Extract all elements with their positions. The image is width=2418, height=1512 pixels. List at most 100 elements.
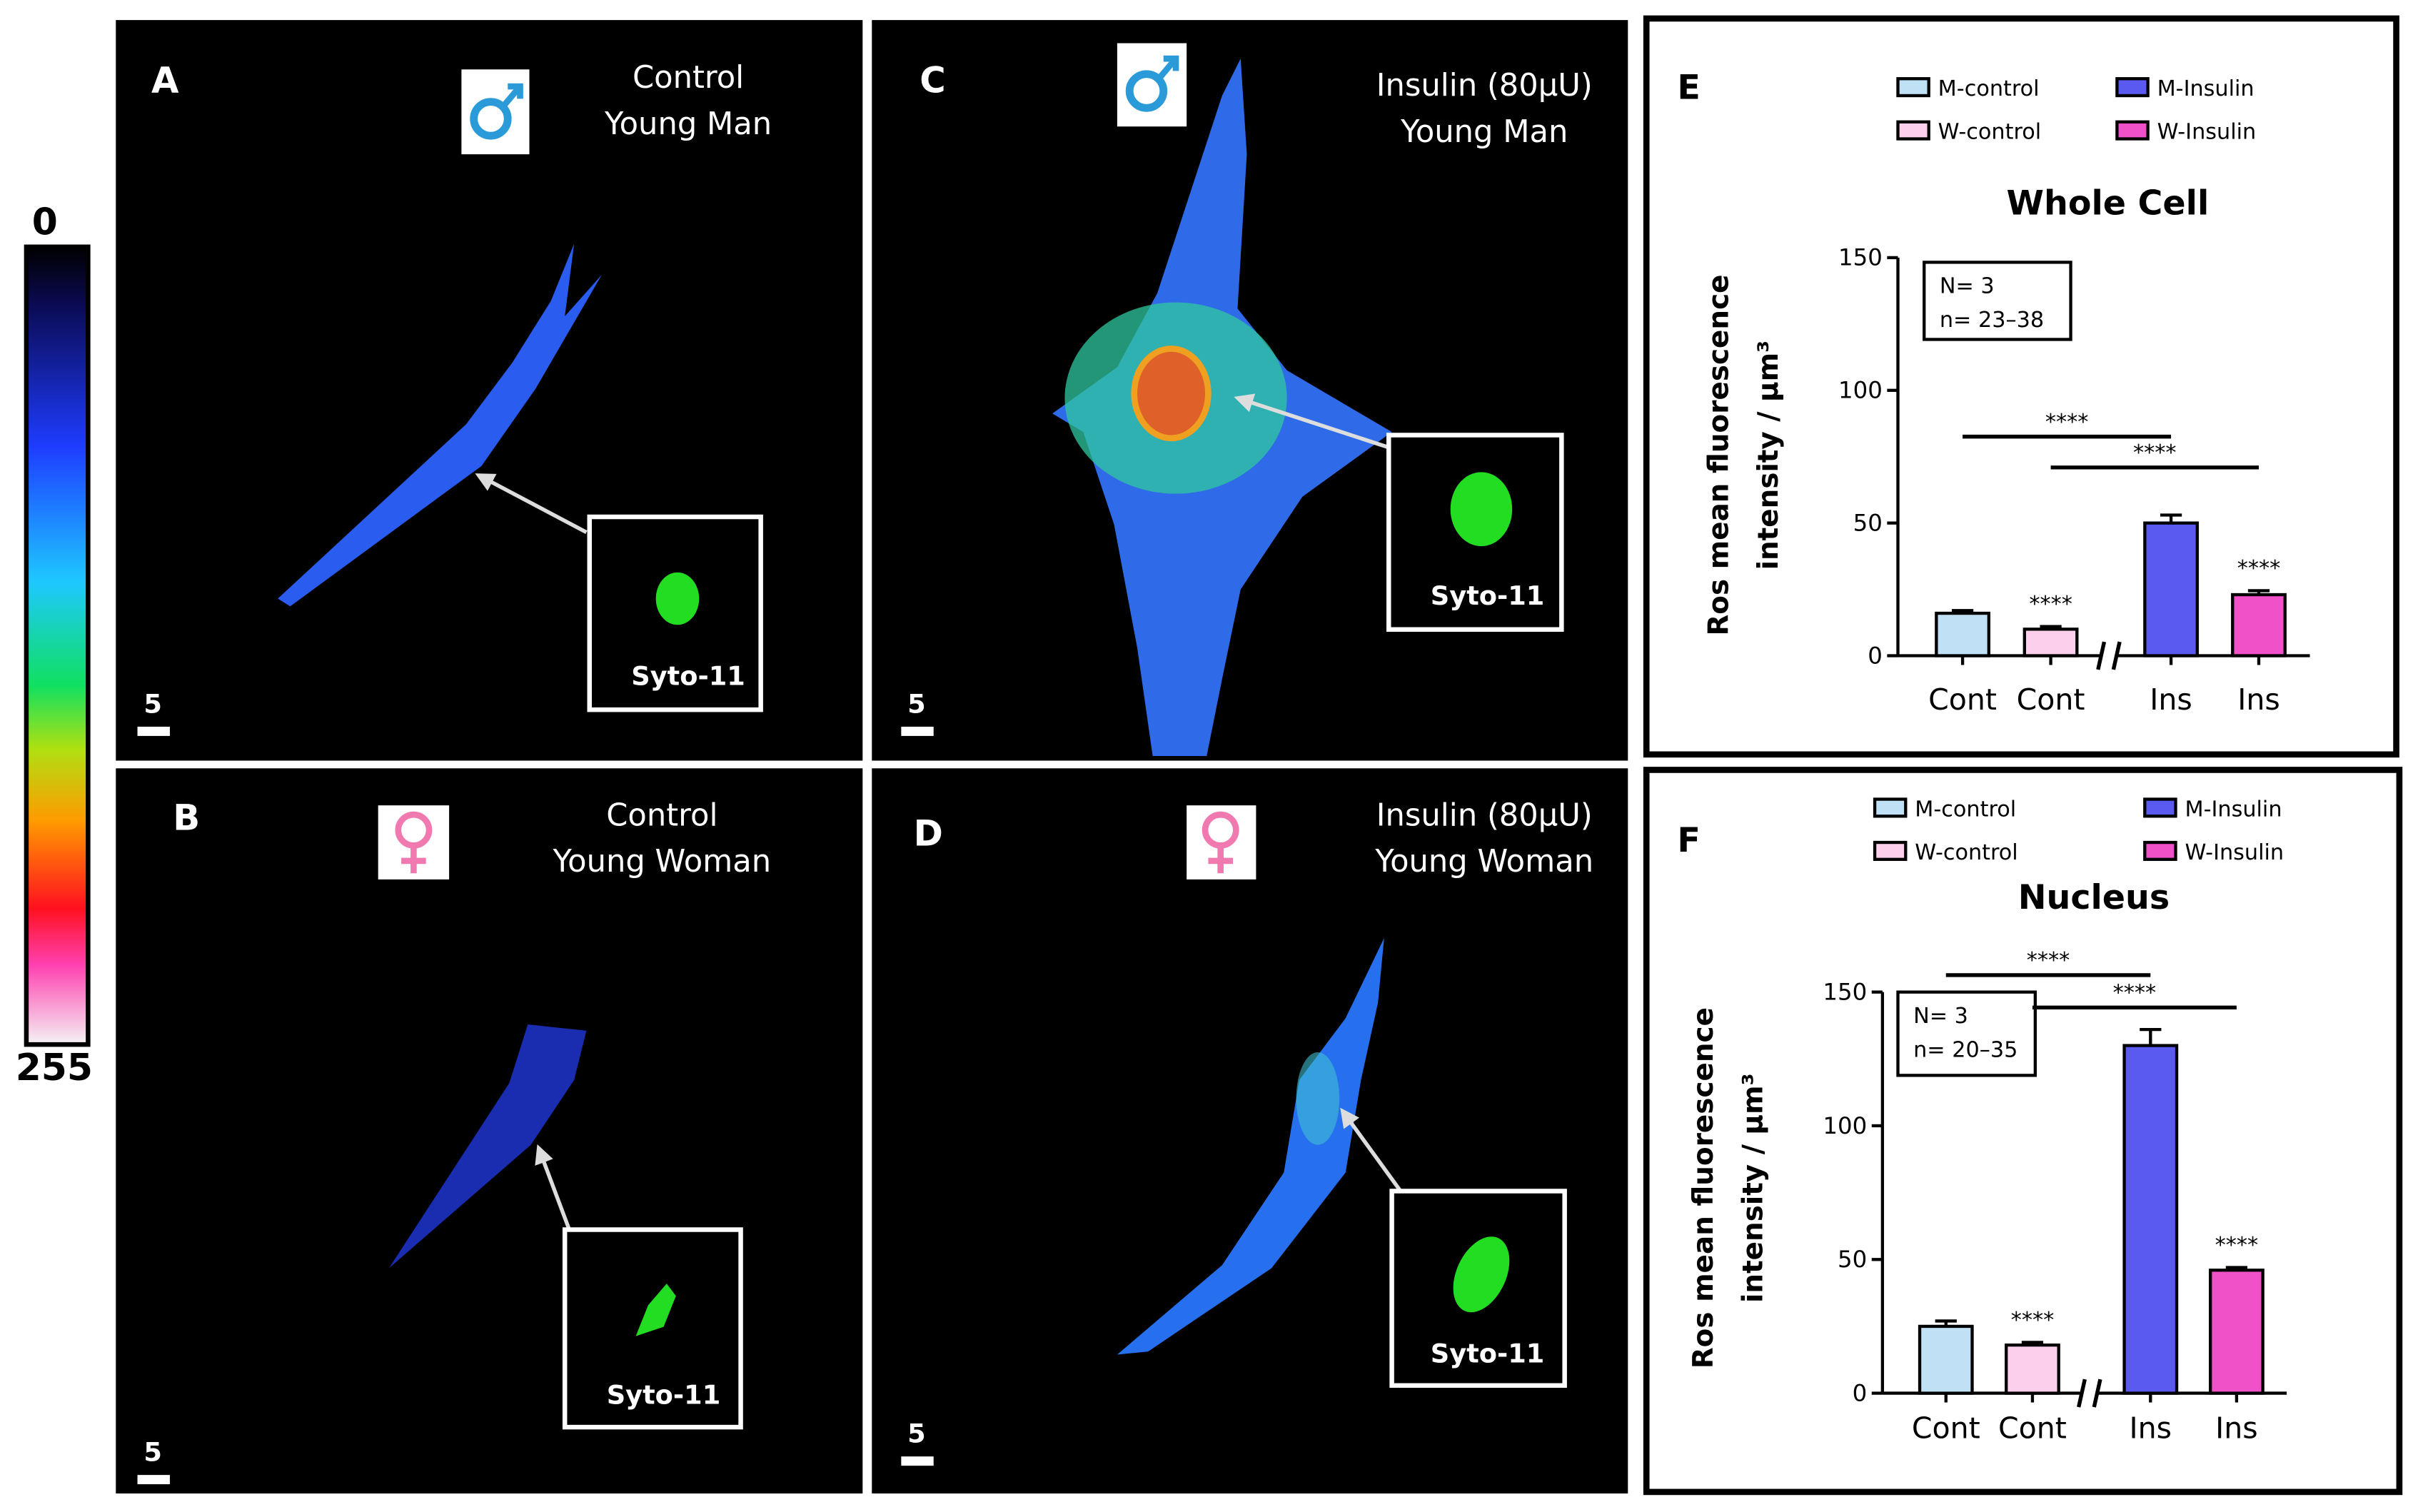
x-tick-label: Ins bbox=[2215, 1411, 2258, 1445]
y-axis-label: Ros mean fluorescence bbox=[1688, 1007, 1720, 1369]
colorbar-min: 0 bbox=[32, 201, 58, 244]
x-tick-label: Ins bbox=[2130, 1411, 2172, 1445]
y-tick-label: 150 bbox=[1838, 244, 1883, 271]
bar bbox=[2022, 628, 2079, 657]
panel-title: Insulin (80µU) bbox=[1376, 797, 1593, 833]
bar bbox=[2005, 1343, 2060, 1395]
panel-title: Insulin (80µU) bbox=[1376, 68, 1593, 104]
panel-title: Control bbox=[633, 60, 744, 96]
y-axis-label: intensity / µm³ bbox=[1753, 341, 1785, 570]
panel-a: A Control Young Man Syto-11 5 bbox=[116, 20, 863, 761]
panel-title: Control bbox=[606, 797, 717, 833]
panel-title: Young Man bbox=[1400, 114, 1568, 150]
legend-label: W-control bbox=[1938, 120, 2041, 145]
inset-label: Syto-11 bbox=[1431, 1338, 1545, 1369]
nucleus bbox=[1131, 346, 1211, 442]
comparison-label: **** bbox=[2133, 440, 2177, 465]
axis-break bbox=[2096, 641, 2122, 670]
colorbar-max: 255 bbox=[16, 1047, 93, 1089]
male-symbol bbox=[1156, 55, 1179, 81]
comparison-label: **** bbox=[2027, 948, 2070, 973]
y-tick-label: 100 bbox=[1823, 1112, 1867, 1139]
legend-swatch bbox=[1873, 840, 1908, 861]
y-tick-label: 50 bbox=[1838, 1246, 1867, 1273]
panel-c: C Insulin (80µU) Young Man Syto-11 5 bbox=[872, 20, 1628, 761]
legend-swatch bbox=[2115, 120, 2150, 141]
panel-d: D Insulin (80µU) Young Woman Syto-11 5 bbox=[872, 768, 1628, 1494]
panel-title: Young Woman bbox=[553, 844, 772, 880]
scale-label: 5 bbox=[907, 1418, 926, 1449]
nucleus-stain bbox=[1453, 1236, 1510, 1313]
panel-letter: A bbox=[151, 60, 179, 101]
error-bar bbox=[2040, 625, 2062, 630]
error-bar bbox=[2160, 513, 2182, 523]
chart-title: Whole Cell bbox=[2007, 183, 2210, 223]
chart-letter: F bbox=[1677, 821, 1700, 860]
comparison-label: **** bbox=[2113, 980, 2157, 1005]
y-tick-label: 0 bbox=[1853, 1379, 1868, 1406]
cell bbox=[1117, 938, 1384, 1355]
y-tick-label: 150 bbox=[1823, 978, 1867, 1005]
x-tick-label: Cont bbox=[1998, 1411, 2067, 1445]
x-tick-label: Ins bbox=[2150, 682, 2192, 717]
panel-letter: C bbox=[920, 60, 945, 101]
stats-box bbox=[1896, 990, 2037, 1077]
y-tick-label: 100 bbox=[1838, 377, 1883, 404]
error-bar bbox=[2021, 1341, 2044, 1346]
nucleus-stain bbox=[635, 1284, 676, 1336]
significance: **** bbox=[2215, 1233, 2259, 1258]
panel-title: Young Woman bbox=[1374, 844, 1593, 880]
stats-text: N= 3 bbox=[1940, 274, 1995, 299]
legend-swatch bbox=[1896, 120, 1930, 141]
scale-label: 5 bbox=[143, 688, 162, 719]
significance: **** bbox=[2237, 556, 2281, 581]
axis-break bbox=[2077, 1379, 2102, 1408]
bar bbox=[1918, 1324, 1974, 1395]
comparison-label: **** bbox=[2045, 410, 2089, 435]
male-symbol bbox=[1125, 70, 1168, 112]
legend-swatch bbox=[1896, 77, 1930, 98]
bar bbox=[2143, 521, 2199, 657]
legend-swatch bbox=[2143, 797, 2177, 818]
stats-text: n= 23–38 bbox=[1940, 308, 2044, 333]
y-tick-label: 50 bbox=[1853, 509, 1883, 536]
bar bbox=[2231, 593, 2287, 657]
chart-letter: E bbox=[1677, 68, 1700, 107]
scale-label: 5 bbox=[143, 1437, 162, 1468]
y-axis-label: Ros mean fluorescence bbox=[1703, 274, 1736, 635]
legend-label: M-Insulin bbox=[2185, 797, 2282, 822]
bar bbox=[2208, 1269, 2265, 1395]
legend-label: M-control bbox=[1938, 76, 2040, 101]
male-symbol bbox=[500, 83, 523, 109]
female-symbol bbox=[1208, 845, 1233, 874]
arrow bbox=[1234, 393, 1390, 450]
nucleus-stain bbox=[655, 572, 700, 625]
scale-bar bbox=[901, 726, 934, 736]
stats-box bbox=[1923, 261, 2072, 341]
bar bbox=[1935, 611, 1990, 657]
x-tick-label: Cont bbox=[1912, 1411, 1980, 1445]
significance: **** bbox=[2029, 592, 2072, 617]
colorbar bbox=[24, 244, 91, 1047]
scale-bar bbox=[901, 1456, 934, 1466]
x-tick-label: Ins bbox=[2237, 682, 2280, 717]
y-axis-label: intensity / µm³ bbox=[1737, 1073, 1769, 1303]
y-tick-label: 0 bbox=[1868, 642, 1883, 669]
male-symbol bbox=[470, 98, 512, 140]
scale-bar bbox=[137, 726, 170, 736]
chart-title: Nucleus bbox=[2018, 878, 2170, 917]
error-bar bbox=[2225, 1266, 2248, 1271]
error-bar bbox=[1935, 1319, 1957, 1326]
panel-letter: D bbox=[914, 812, 943, 854]
bar bbox=[2122, 1044, 2179, 1395]
legend-label: M-control bbox=[1915, 797, 2016, 822]
inset-label: Syto-11 bbox=[1431, 580, 1545, 611]
panel-title: Young Man bbox=[604, 106, 772, 142]
error-bar bbox=[2140, 1027, 2162, 1046]
arrow bbox=[535, 1144, 573, 1235]
cytoplasm bbox=[1296, 1052, 1340, 1145]
panel-b: B Control Young Woman Syto-11 5 bbox=[116, 768, 863, 1494]
cell bbox=[388, 1024, 587, 1269]
